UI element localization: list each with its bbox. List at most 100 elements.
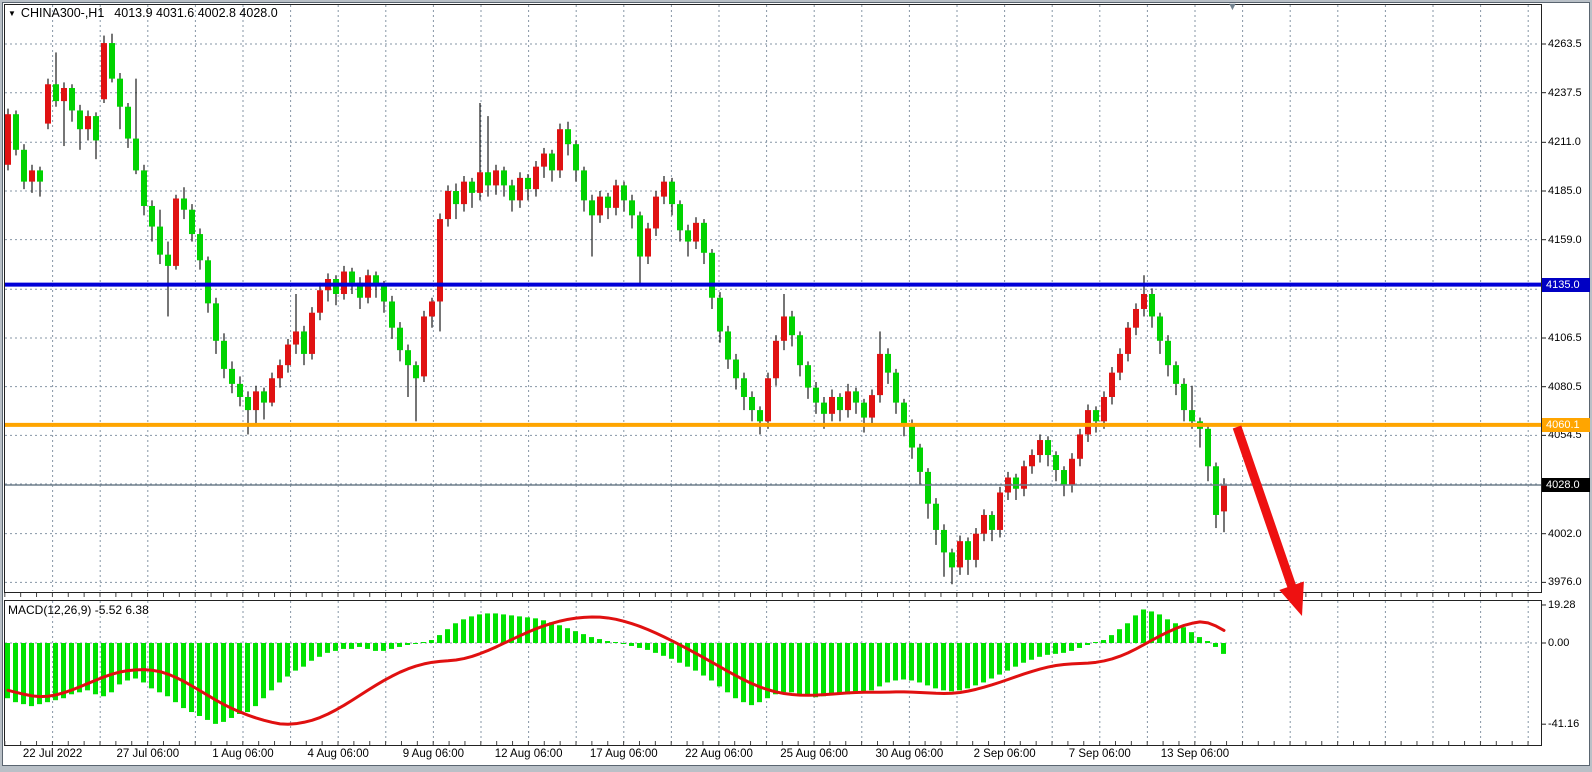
macd-histogram-bar — [861, 643, 866, 693]
macd-histogram-bar — [445, 629, 450, 643]
chart-title: ▼ CHINA300-,H1 4013.9 4031.6 4002.8 4028.0 — [8, 6, 278, 20]
candle-bear — [133, 138, 139, 171]
macd-histogram-bar — [797, 643, 802, 695]
candle-bull — [477, 172, 483, 193]
macd-histogram-bar — [1101, 640, 1106, 643]
macd-histogram-bar — [909, 643, 914, 681]
candle-bear — [677, 204, 683, 231]
time-tick-label: 30 Aug 06:00 — [875, 748, 944, 760]
candle-bull — [269, 378, 275, 403]
candle-bear — [509, 185, 515, 201]
macd-histogram-bar — [301, 643, 306, 667]
macd-histogram-bar — [877, 643, 882, 687]
macd-histogram-bar — [421, 642, 426, 644]
price-tick-label: 4263.5 — [1548, 38, 1582, 50]
candle-bear — [413, 365, 419, 379]
macd-histogram-bar — [885, 643, 890, 683]
macd-histogram-bar — [389, 643, 394, 649]
macd-histogram-bar — [893, 643, 898, 681]
macd-histogram-bar — [1045, 643, 1050, 655]
macd-histogram-bar — [365, 643, 370, 649]
macd-histogram-bar — [157, 643, 162, 693]
time-tick-label: 9 Aug 06:00 — [402, 748, 465, 760]
symbol-dropdown-icon[interactable]: ▼ — [8, 9, 16, 18]
macd-histogram-bar — [405, 643, 410, 645]
macd-histogram-bar — [789, 643, 794, 693]
macd-histogram-bar — [197, 643, 202, 716]
candle-bull — [877, 353, 883, 396]
candle-bear — [885, 353, 891, 373]
candle-bull — [829, 396, 835, 414]
macd-histogram-bar — [1213, 643, 1218, 647]
macd-histogram-bar — [309, 643, 314, 661]
candle-bear — [741, 378, 747, 397]
macd-histogram-bar — [605, 641, 610, 643]
macd-axis-zero: 0.00 — [1548, 637, 1570, 649]
candle-bear — [197, 234, 203, 261]
macd-histogram-bar — [165, 643, 170, 697]
scroll-to-end-icon[interactable]: ▼ — [1227, 1, 1238, 13]
macd-histogram-bar — [589, 637, 594, 643]
macd-histogram-bar — [853, 643, 858, 694]
candle-bull — [45, 84, 51, 124]
macd-histogram-bar — [845, 643, 850, 695]
macd-histogram-bar — [901, 643, 906, 680]
main-panel-border — [4, 4, 1542, 593]
candle-bull — [693, 222, 699, 242]
macd-histogram-bar — [973, 643, 978, 686]
time-tick-label: 27 Jul 06:00 — [116, 748, 180, 760]
candle-bear — [989, 514, 995, 530]
macd-indicator-label: MACD(12,26,9) -5.52 6.38 — [8, 603, 149, 617]
candle-bear — [933, 503, 939, 530]
macd-histogram-bar — [21, 643, 26, 705]
macd-histogram-bar — [373, 643, 378, 651]
macd-histogram-bar — [61, 643, 66, 699]
candle-bear — [1053, 455, 1059, 471]
candle-bull — [957, 541, 963, 568]
macd-histogram-bar — [1133, 615, 1138, 643]
candle-bull — [1029, 455, 1035, 467]
macd-histogram-bar — [597, 639, 602, 643]
macd-histogram-bar — [637, 643, 642, 648]
macd-histogram-bar — [53, 643, 58, 701]
candle-bull — [1069, 458, 1075, 485]
candle-bull — [1021, 466, 1027, 489]
macd-histogram-bar — [413, 643, 418, 644]
macd-histogram-bar — [5, 643, 10, 699]
candle-bull — [61, 88, 67, 102]
candle-bear — [901, 402, 907, 426]
candle-bull — [101, 43, 107, 100]
macd-histogram-bar — [629, 643, 634, 646]
candle-bull — [1141, 293, 1147, 309]
time-tick-label: 25 Aug 06:00 — [780, 748, 849, 760]
macd-histogram-bar — [1125, 623, 1130, 643]
candle-bear — [21, 149, 27, 182]
macd-histogram-bar — [517, 616, 522, 643]
candle-bull — [277, 365, 283, 379]
candle-bear — [189, 209, 195, 235]
macd-histogram-bar — [869, 643, 874, 691]
candle-bear — [245, 396, 251, 411]
candle-bull — [517, 177, 523, 201]
candle-bear — [749, 396, 755, 411]
price-tick-label: 4237.5 — [1548, 86, 1582, 99]
candle-bear — [405, 350, 411, 366]
macd-histogram-bar — [205, 643, 210, 720]
macd-histogram-bar — [37, 643, 42, 705]
macd-histogram-bar — [1149, 611, 1154, 643]
time-tick-label: 12 Aug 06:00 — [494, 748, 563, 760]
candle-bear — [709, 252, 715, 298]
candle-bear — [237, 383, 243, 397]
candle-bear — [853, 391, 859, 403]
candle-bear — [501, 170, 507, 186]
candle-bull — [997, 492, 1003, 530]
macd-histogram-bar — [1005, 643, 1010, 671]
macd-histogram-bar — [1069, 643, 1074, 651]
macd-histogram-bar — [277, 643, 282, 683]
time-tick-label: 4 Aug 06:00 — [307, 748, 369, 760]
candle-bear — [373, 275, 379, 287]
candle-bull — [285, 344, 291, 366]
macd-histogram-bar — [93, 643, 98, 695]
